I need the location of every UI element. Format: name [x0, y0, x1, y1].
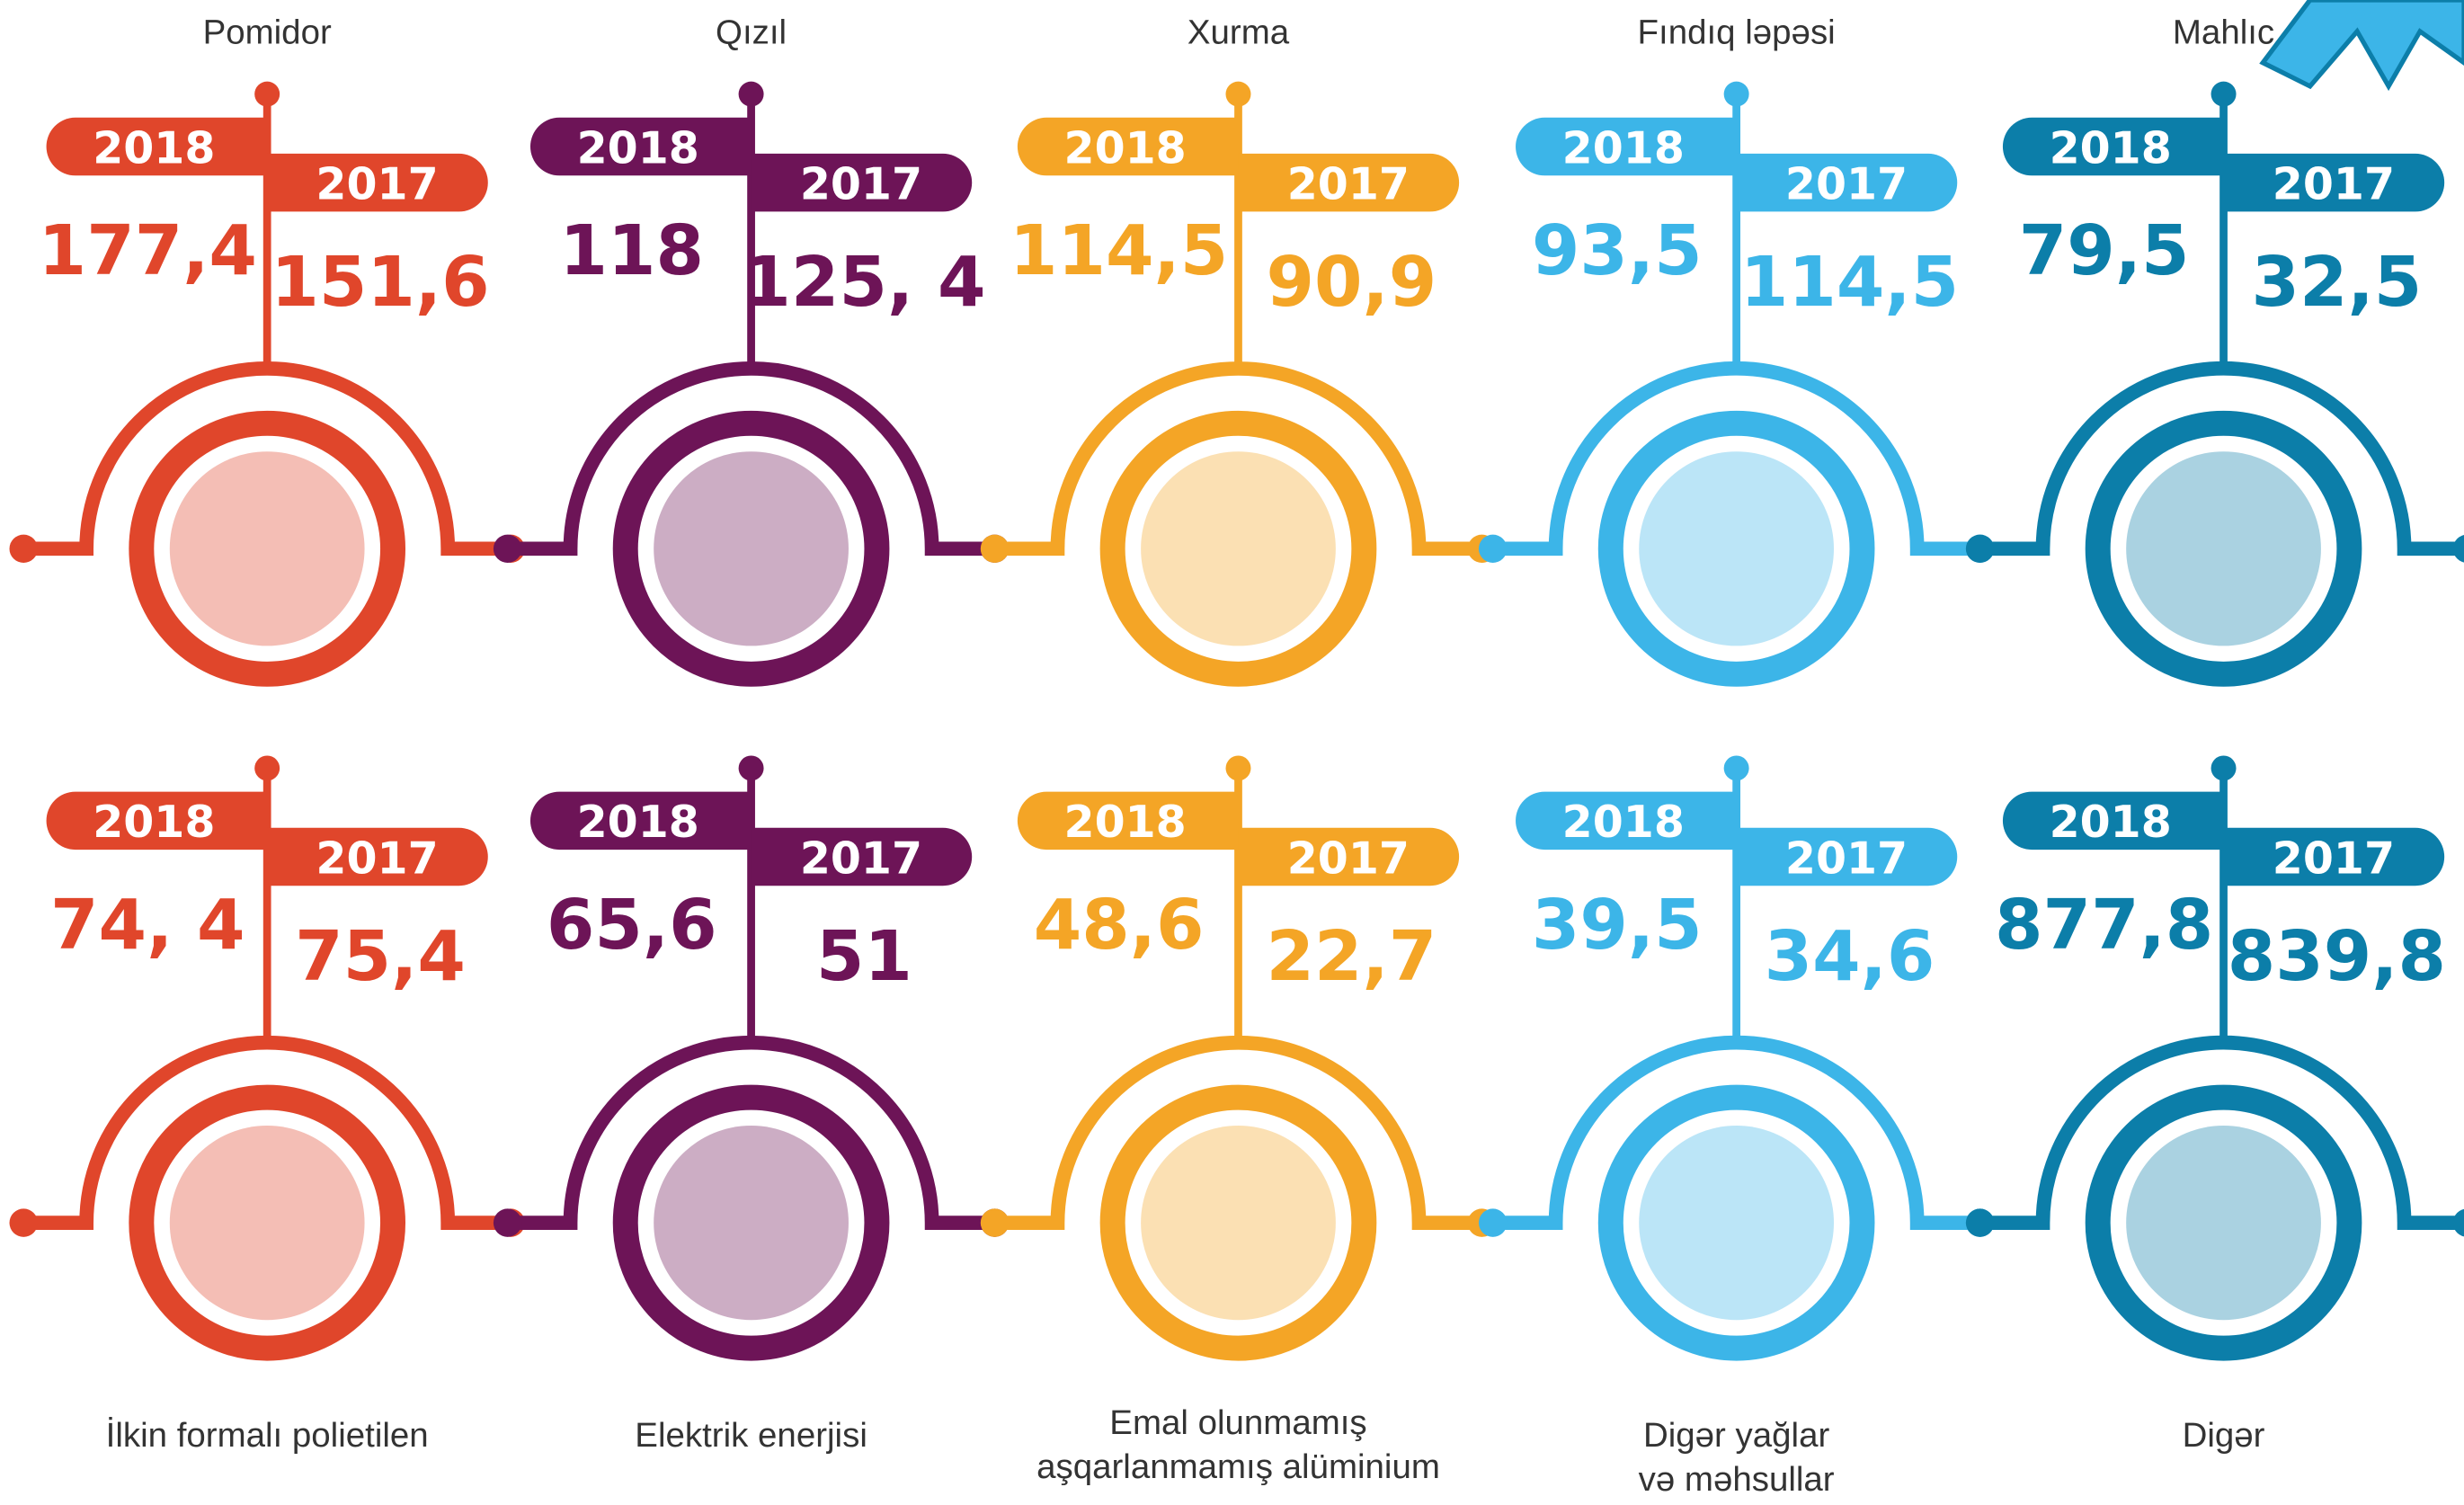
item: 2018 2017 74, 4 75,4 İlkin formalı polietile… — [9, 755, 524, 1455]
infographic: 2018 2017 177,4151,6 Pomidor 2018 2017 118 125,… — [0, 0, 2464, 1505]
arc-end — [2453, 535, 2464, 563]
item-name: Qızıl — [716, 13, 787, 52]
pin — [1226, 755, 1251, 780]
arc-end — [1966, 1208, 1994, 1236]
item-name: və məhsullar — [1639, 1460, 1835, 1499]
value-label: 151,6 — [271, 243, 489, 323]
value-label: 93,5 — [1532, 211, 1703, 291]
arc-end — [981, 535, 1009, 563]
pin — [1724, 82, 1749, 107]
arc-end — [1479, 535, 1507, 563]
arc-end — [1479, 1208, 1507, 1236]
year-label: 2017 — [316, 159, 438, 210]
page: 2018 2017 177,4151,6 Pomidor 2018 2017 118 125,… — [0, 0, 2464, 1505]
year-label: 2017 — [2273, 833, 2395, 884]
item: 2018 2017 93,5 114,5 Fındıq ləpəsi — [1479, 13, 1994, 674]
value-label: 114,5 — [1010, 211, 1228, 291]
year-label: 2018 — [1064, 122, 1187, 174]
value-label: 118 — [559, 211, 704, 291]
icon — [170, 1126, 365, 1320]
value-label: 75,4 — [295, 917, 466, 997]
value-label: 79,5 — [2019, 211, 2190, 291]
pin — [2211, 755, 2237, 780]
item-name: Xurma — [1188, 13, 1290, 52]
year-label: 2017 — [1287, 159, 1410, 210]
icon — [170, 451, 365, 646]
arc-end — [2453, 1208, 2464, 1236]
item: 2018 2017 39,5 34,6 Digər yağlar və məhsullar — [1479, 755, 1994, 1498]
item-name: Digər yağlar — [1643, 1416, 1830, 1455]
value-label: 32,5 — [2252, 243, 2423, 323]
arc-end — [1966, 535, 1994, 563]
item-name: Pomidor — [203, 13, 332, 52]
icon — [1141, 451, 1336, 646]
value-label: 22,7 — [1266, 917, 1437, 997]
year-label: 2018 — [1562, 797, 1685, 848]
value-label: 39,5 — [1532, 886, 1703, 966]
ribbon-badge — [2263, 0, 2464, 86]
value-label: 48,6 — [1034, 886, 1205, 966]
year-label: 2017 — [800, 159, 922, 210]
item: 2018 2017 65,6 51 Elektrik enerjisi — [494, 755, 1009, 1455]
value-label: 90,9 — [1266, 243, 1437, 323]
value-label: 65,6 — [547, 886, 717, 966]
pin — [254, 82, 280, 107]
icon — [654, 451, 849, 646]
pin — [1226, 82, 1251, 107]
item-name: Fındıq ləpəsi — [1638, 13, 1836, 52]
value-label: 34,6 — [1765, 917, 1935, 997]
pin — [1724, 755, 1749, 780]
icon — [654, 1126, 849, 1320]
year-label: 2017 — [1785, 159, 1908, 210]
item: 2018 2017 114,5 90,9 Xurma — [981, 13, 1496, 674]
icon — [1639, 1126, 1834, 1320]
arc-end — [494, 1208, 521, 1236]
arc-end — [9, 1208, 37, 1236]
year-label: 2017 — [1785, 833, 1908, 884]
year-label: 2018 — [93, 122, 215, 174]
value-label: 51 — [816, 917, 912, 997]
arc-end — [494, 535, 521, 563]
item-name: aşqarlanmamış alüminium — [1036, 1447, 1440, 1486]
value-label: 125, 4 — [743, 243, 985, 323]
year-label: 2017 — [1287, 833, 1410, 884]
item-name: Mahlıc — [2173, 13, 2274, 52]
pin — [2211, 82, 2237, 107]
value-label: 74, 4 — [50, 886, 245, 966]
value-label: 177,4 — [39, 211, 257, 291]
item: 2018 2017 118 125, 4 Qızıl — [494, 13, 1009, 674]
year-label: 2018 — [2050, 122, 2172, 174]
year-label: 2018 — [2050, 797, 2172, 848]
pin — [739, 755, 764, 780]
year-label: 2018 — [577, 122, 699, 174]
value-label: 114,5 — [1740, 243, 1959, 323]
item: 2018 2017 48,6 22,7 Emal olunmamış aşqarlanma… — [981, 755, 1496, 1486]
year-label: 2018 — [577, 797, 699, 848]
year-label: 2018 — [1064, 797, 1187, 848]
pin — [739, 82, 764, 107]
arc-end — [981, 1208, 1009, 1236]
icon — [2126, 451, 2321, 646]
icon — [1141, 1126, 1336, 1320]
value-label: 839,8 — [2228, 917, 2446, 997]
year-label: 2017 — [316, 833, 438, 884]
item-name: Elektrik enerjisi — [635, 1416, 867, 1455]
year-label: 2018 — [93, 797, 215, 848]
item-name: Digər — [2183, 1416, 2265, 1455]
item-name: Emal olunmamış — [1109, 1403, 1366, 1442]
year-label: 2017 — [800, 833, 922, 884]
icon — [2126, 1126, 2321, 1320]
year-label: 2018 — [1562, 122, 1685, 174]
value-label: 877,8 — [1995, 886, 2213, 966]
arc-end — [9, 535, 37, 563]
item: 2018 2017 79,5 32,5 Mahlıc — [1966, 13, 2464, 674]
year-label: 2017 — [2273, 159, 2395, 210]
pin — [254, 755, 280, 780]
icon — [1639, 451, 1834, 646]
item-name: İlkin formalı polietilen — [106, 1416, 429, 1455]
